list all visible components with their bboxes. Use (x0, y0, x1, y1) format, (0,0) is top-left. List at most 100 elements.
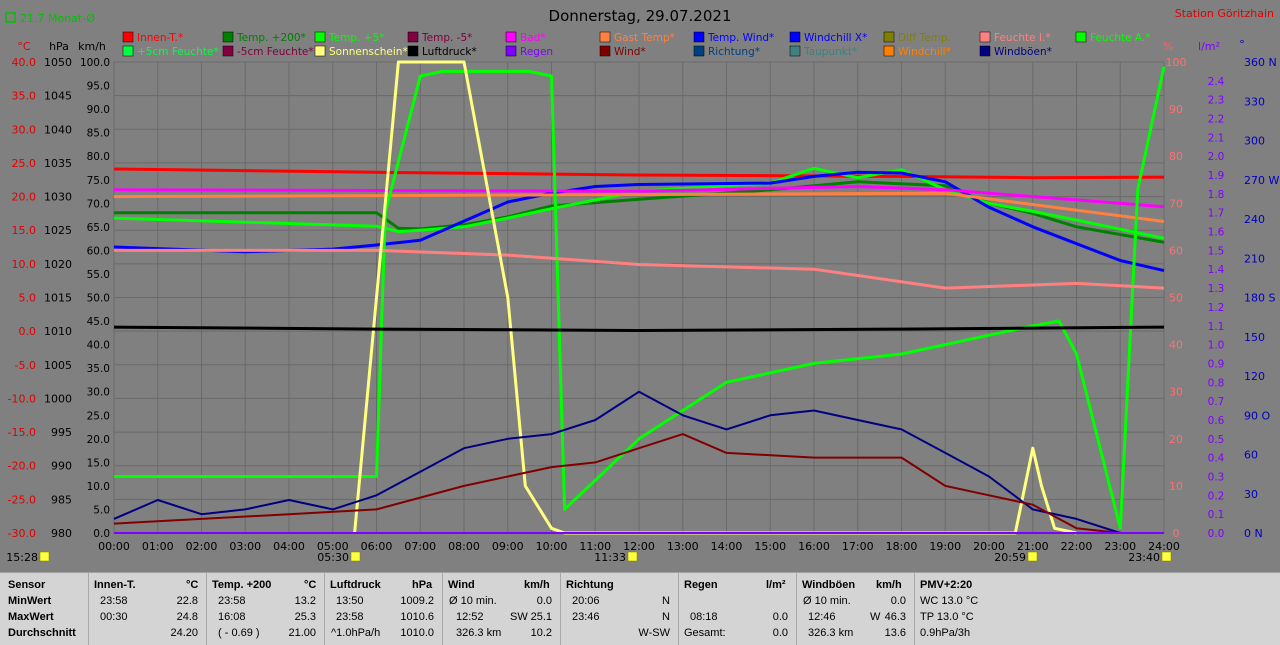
chart-title: Donnerstag, 29.07.2021 (549, 7, 732, 25)
legend-swatch (599, 45, 611, 57)
legend-label: +5cm Feuchte* (137, 46, 219, 58)
stat-wind-min: 0.0 (536, 595, 552, 607)
pressure-tick-label: 1015 (44, 292, 72, 305)
temp-tick-label: 30.0 (12, 123, 37, 136)
stat-temp-max-time: 16:08 (218, 611, 246, 623)
stat-row-avg: Durchschnitt (8, 627, 76, 639)
direction-tick-label: 0 N (1244, 527, 1263, 540)
pressure-tick-label: 1025 (44, 224, 72, 237)
time-tick-label: 19:00 (929, 540, 961, 553)
temp-tick-label: 20.0 (12, 191, 37, 204)
direction-tick-label: 150 (1244, 331, 1265, 344)
sun-icon (1027, 551, 1038, 562)
pressure-tick-label: 1020 (44, 258, 72, 271)
pressure-tick-label: 990 (51, 460, 72, 473)
stats-separator (796, 573, 797, 645)
time-tick-label: 18:00 (886, 540, 918, 553)
time-tick-label: 01:00 (142, 540, 174, 553)
legend-label: Feuchte A.* (1090, 32, 1151, 44)
direction-tick-label: 240 (1244, 213, 1265, 226)
legend-label: Windböen* (994, 46, 1052, 58)
legend-label: Taupunkt* (803, 46, 857, 58)
direction-tick-label: 30 (1244, 488, 1258, 501)
time-tick-label: 16:00 (798, 540, 830, 553)
legend-label: Innen-T.* (137, 32, 183, 44)
time-tick-label: 10:00 (536, 540, 568, 553)
stat-boeen-max-time: 12:46 (808, 611, 836, 623)
temp-tick-label: -25.0 (8, 493, 36, 506)
rain-tick-label: 2.3 (1208, 95, 1225, 107)
legend-label: Temp. Wind* (707, 32, 774, 44)
legend-label: Feuchte I.* (994, 32, 1051, 44)
stat-wind-max: 25.1 (530, 611, 552, 623)
stat-druck-max: 1010.6 (400, 611, 434, 623)
legend-swatch (883, 45, 895, 57)
time-tick-label: 23:00 (1104, 540, 1136, 553)
axes-layer: 00:00 01:00 02:00 03:00 04:00 05:00 06:00 07:00… (6, 56, 1279, 564)
humidity-tick-label: 20 (1169, 433, 1183, 446)
legend-label: Windchill* (898, 46, 951, 58)
temp-tick-label: 15.0 (12, 224, 37, 237)
wind-tick-label: 20.0 (87, 434, 110, 446)
time-tick-label: 13:00 (667, 540, 699, 553)
wind-tick-label: 15.0 (87, 457, 110, 469)
legend-label: Gast Temp* (614, 32, 675, 44)
rain-tick-label: 0.8 (1208, 377, 1225, 389)
rain-tick-label: 1.7 (1208, 208, 1225, 220)
sun-event-label: 11:33 (594, 551, 626, 564)
stat-boeen-max-dir: W (870, 611, 881, 623)
stat-sensor-header: Sensor (8, 579, 46, 591)
rain-tick-label: 1.0 (1208, 340, 1225, 352)
stat-druck-avg: 1010.0 (400, 627, 434, 639)
wind-tick-label: 75.0 (87, 175, 110, 187)
stat-innen-avg: 24.20 (170, 627, 198, 639)
series-line (113, 433, 1121, 534)
stat-druck-max-time: 23:58 (336, 611, 364, 623)
legend-swatch (693, 45, 705, 57)
legend-label: Temp. -5* (421, 32, 472, 44)
legend-label: Richtung* (708, 46, 760, 58)
legend-swatch (979, 31, 991, 43)
time-tick-label: 04:00 (273, 540, 305, 553)
wind-tick-label: 0.0 (93, 528, 110, 540)
humidity-tick-label: 0 (1173, 527, 1180, 540)
legend-label: Sonnenschein* (329, 46, 408, 58)
stats-separator (206, 573, 207, 645)
sun-icon (627, 551, 638, 562)
series-line (114, 66, 1166, 530)
stat-temp-min: 13.2 (294, 595, 316, 607)
stat-boeen-unit: km/h (876, 579, 902, 591)
humidity-tick-label: 30 (1169, 386, 1183, 399)
stat-wind-avg: 10.2 (530, 627, 552, 639)
stat-druck-unit: hPa (412, 579, 433, 591)
temp-tick-label: 10.0 (12, 258, 37, 271)
direction-tick-label: 60 (1244, 449, 1258, 462)
series-line (113, 390, 1121, 534)
legend-swatch (789, 45, 801, 57)
stat-innen-max: 24.8 (176, 611, 198, 623)
stats-separator (88, 573, 89, 645)
humidity-unit: % (1163, 40, 1173, 53)
rain-tick-label: 1.3 (1208, 283, 1225, 295)
rain-tick-label: 1.9 (1208, 170, 1225, 182)
time-tick-label: 11:00 (579, 540, 611, 553)
humidity-tick-label: 70 (1169, 197, 1183, 210)
legend-label: Regen (520, 46, 553, 58)
weather-chart: 00:00 01:00 02:00 03:00 04:00 05:00 06:00 07:00… (5, 7, 1280, 564)
humidity-tick-label: 60 (1169, 244, 1183, 257)
stat-boeen-min: 0.0 (890, 595, 906, 607)
direction-tick-label: 270 W (1244, 174, 1279, 187)
stat-wind-distance: 326.3 km (456, 627, 502, 639)
time-tick-label: 09:00 (492, 540, 524, 553)
sun-event-label: 15:28 (6, 551, 38, 564)
time-tick-label: 12:00 (623, 540, 655, 553)
legend-swatch (505, 31, 517, 43)
rain-tick-label: 0.3 (1208, 471, 1225, 483)
wind-tick-label: 100.0 (80, 57, 110, 69)
rain-tick-label: 0.1 (1208, 509, 1225, 521)
legend: Innen-T.* Temp. +200* Temp. +5* Temp. -5* Ba… (122, 31, 1151, 58)
wind-tick-label: 70.0 (87, 198, 110, 210)
wind-tick-label: 35.0 (87, 363, 110, 375)
stats-separator (560, 573, 561, 645)
pressure-tick-label: 1045 (44, 90, 72, 103)
